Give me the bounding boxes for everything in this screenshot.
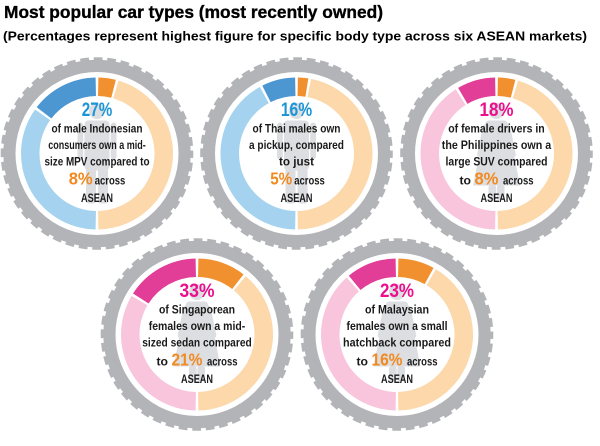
svg-text:size MPV compared to: size MPV compared to bbox=[45, 157, 150, 169]
svg-text:the Philippines own a: the Philippines own a bbox=[442, 140, 552, 152]
svg-text:5%: 5% bbox=[270, 169, 292, 189]
svg-text:consumers own a mid-: consumers own a mid- bbox=[48, 140, 146, 152]
svg-text:hatchback compared: hatchback compared bbox=[343, 338, 451, 350]
svg-text:to: to bbox=[356, 355, 368, 369]
svg-text:ASEAN: ASEAN bbox=[381, 372, 413, 386]
svg-text:ASEAN: ASEAN bbox=[181, 372, 213, 386]
svg-text:of male Indonesian: of male Indonesian bbox=[52, 124, 143, 136]
svg-text:of Thai males own: of Thai males own bbox=[253, 124, 341, 136]
svg-text:ASEAN: ASEAN bbox=[281, 191, 313, 205]
svg-text:16%: 16% bbox=[281, 100, 312, 121]
svg-text:ASEAN: ASEAN bbox=[81, 191, 113, 205]
svg-text:8%: 8% bbox=[474, 169, 498, 189]
svg-text:females own a mid-: females own a mid- bbox=[149, 321, 246, 333]
svg-text:18%: 18% bbox=[480, 100, 514, 121]
svg-text:(Percentages represent highest: (Percentages represent highest figure fo… bbox=[3, 29, 587, 44]
svg-text:across: across bbox=[407, 355, 438, 369]
svg-text:females own a small: females own a small bbox=[347, 321, 448, 333]
svg-text:Most popular car types (most r: Most popular car types (most recently ow… bbox=[4, 2, 383, 22]
svg-text:across: across bbox=[207, 355, 238, 369]
svg-text:16%: 16% bbox=[371, 350, 402, 370]
svg-text:to: to bbox=[156, 355, 168, 369]
svg-text:ASEAN: ASEAN bbox=[481, 191, 513, 205]
svg-text:large SUV compared: large SUV compared bbox=[446, 157, 548, 169]
svg-text:to: to bbox=[459, 174, 471, 188]
svg-text:across: across bbox=[503, 174, 534, 188]
svg-text:to just: to just bbox=[279, 157, 314, 169]
svg-text:of Malaysian: of Malaysian bbox=[365, 305, 429, 317]
svg-text:33%: 33% bbox=[180, 281, 215, 302]
svg-text:21%: 21% bbox=[171, 350, 202, 370]
svg-text:of female drivers in: of female drivers in bbox=[448, 124, 545, 136]
svg-text:8%: 8% bbox=[69, 169, 93, 189]
svg-text:across: across bbox=[294, 174, 325, 188]
svg-text:sized sedan compared: sized sedan compared bbox=[142, 338, 252, 350]
svg-text:across: across bbox=[95, 174, 126, 188]
svg-text:27%: 27% bbox=[82, 100, 113, 121]
svg-text:23%: 23% bbox=[380, 281, 414, 302]
svg-text:a pickup, compared: a pickup, compared bbox=[249, 140, 344, 152]
svg-text:of Singaporean: of Singaporean bbox=[159, 305, 235, 317]
